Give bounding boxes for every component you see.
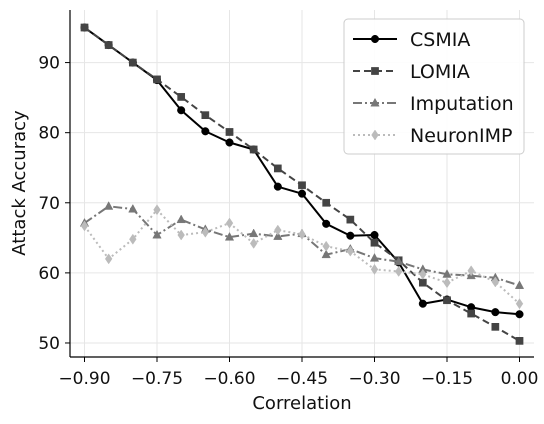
data-point-lomia	[515, 337, 524, 345]
data-point-neuronimp	[177, 229, 185, 241]
data-point-neuronimp	[80, 220, 89, 232]
data-point-csmia	[273, 182, 282, 191]
data-point-imputation	[128, 203, 138, 213]
data-point-neuronimp	[443, 277, 451, 289]
data-point-imputation	[104, 201, 114, 210]
data-point-neuronimp	[394, 266, 403, 277]
data-point-neuronimp	[346, 245, 355, 257]
legend-marker-imputation	[370, 97, 380, 107]
data-point-neuronimp	[298, 228, 306, 240]
data-point-imputation	[321, 249, 331, 259]
legend-item-lomia: LOMIA	[353, 61, 470, 83]
data-point-csmia	[297, 189, 307, 198]
data-point-imputation	[369, 253, 380, 262]
data-point-csmia	[418, 299, 427, 308]
y-axis-title: Attack Accuracy	[9, 110, 30, 256]
x-tick-label: −0.75	[131, 369, 183, 389]
data-point-imputation	[152, 229, 162, 239]
x-tick-label: −0.60	[203, 369, 255, 389]
legend-label-neuronimp: NeuronIMP	[410, 125, 512, 147]
legend-item-csmia: CSMIA	[353, 29, 470, 51]
legend-box	[343, 18, 525, 155]
data-point-csmia	[201, 127, 210, 136]
data-point-neuronimp	[249, 237, 258, 249]
data-point-neuronimp	[491, 276, 500, 288]
data-point-lomia	[298, 181, 306, 190]
x-axis-title: Correlation	[252, 393, 351, 414]
data-point-csmia	[225, 138, 234, 147]
x-tick-label: 0.00	[501, 369, 539, 389]
data-point-neuronimp	[322, 240, 330, 252]
x-tick-label: −0.90	[58, 369, 110, 389]
data-point-csmia	[370, 230, 379, 240]
legend-item-neuronimp: NeuronIMP	[353, 125, 512, 147]
data-point-lomia	[370, 238, 379, 247]
data-point-neuronimp	[225, 217, 234, 229]
legend-marker-neuronimp	[371, 129, 379, 141]
data-point-lomia	[249, 145, 258, 154]
data-point-lomia	[225, 128, 234, 136]
data-point-lomia	[153, 75, 161, 84]
data-point-imputation	[224, 231, 235, 241]
data-point-lomia	[80, 23, 89, 32]
data-point-imputation	[273, 231, 283, 240]
y-tick-label: 90	[38, 54, 60, 74]
y-tick-label: 50	[38, 334, 60, 354]
data-point-neuronimp	[467, 265, 475, 277]
y-tick-label: 60	[38, 264, 60, 284]
legend-marker-csmia	[370, 34, 380, 44]
data-point-csmia	[322, 219, 331, 228]
data-point-neuronimp	[274, 224, 282, 236]
data-point-lomia	[273, 164, 282, 173]
data-point-imputation	[249, 228, 259, 238]
data-point-lomia	[418, 278, 427, 287]
data-point-lomia	[346, 215, 355, 224]
series	[79, 23, 525, 345]
data-point-neuronimp	[370, 263, 379, 275]
data-point-imputation	[514, 280, 525, 289]
x-tick-label: −0.45	[276, 369, 328, 389]
legend-marker-lomia	[371, 67, 379, 75]
data-point-lomia	[128, 58, 137, 67]
data-point-lomia	[491, 323, 500, 331]
data-point-neuronimp	[419, 268, 427, 280]
data-point-lomia	[467, 309, 476, 318]
data-point-imputation	[176, 214, 186, 224]
data-point-lomia	[104, 41, 113, 49]
data-point-neuronimp	[515, 298, 524, 310]
legend-item-imputation: Imputation	[353, 93, 514, 115]
data-point-lomia	[322, 198, 331, 207]
ticks: −0.90 −0.75 −0.60 −0.45 −0.30 −0.15 0.00 50 60 70…	[38, 54, 538, 389]
data-point-csmia	[491, 308, 500, 317]
y-tick-label: 70	[38, 194, 60, 214]
data-point-lomia	[201, 111, 210, 120]
data-point-lomia	[443, 296, 451, 305]
x-tick-label: −0.30	[348, 369, 400, 389]
legend-label-lomia: LOMIA	[410, 61, 470, 83]
legend-label-imputation: Imputation	[410, 93, 514, 115]
series-neuronimp	[80, 204, 524, 310]
legend-label-csmia: CSMIA	[410, 29, 470, 51]
data-point-lomia	[177, 93, 186, 101]
x-tick-label: −0.15	[421, 369, 473, 389]
data-point-neuronimp	[104, 253, 113, 265]
data-point-neuronimp	[201, 226, 210, 238]
data-point-csmia	[346, 231, 355, 240]
data-point-imputation	[394, 256, 404, 266]
legend: CSMIA LOMIA Imputation NeuronIMP	[343, 18, 525, 155]
data-point-csmia	[515, 310, 524, 319]
y-tick-label: 80	[38, 124, 60, 144]
data-point-csmia	[177, 106, 186, 115]
data-point-neuronimp	[129, 233, 137, 245]
data-point-neuronimp	[153, 204, 161, 216]
